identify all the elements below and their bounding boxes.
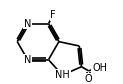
Text: N: N [24, 19, 31, 29]
Text: O: O [85, 74, 92, 84]
Text: NH: NH [55, 70, 70, 80]
Text: N: N [24, 55, 31, 65]
Text: F: F [50, 10, 56, 20]
Text: OH: OH [92, 63, 107, 73]
